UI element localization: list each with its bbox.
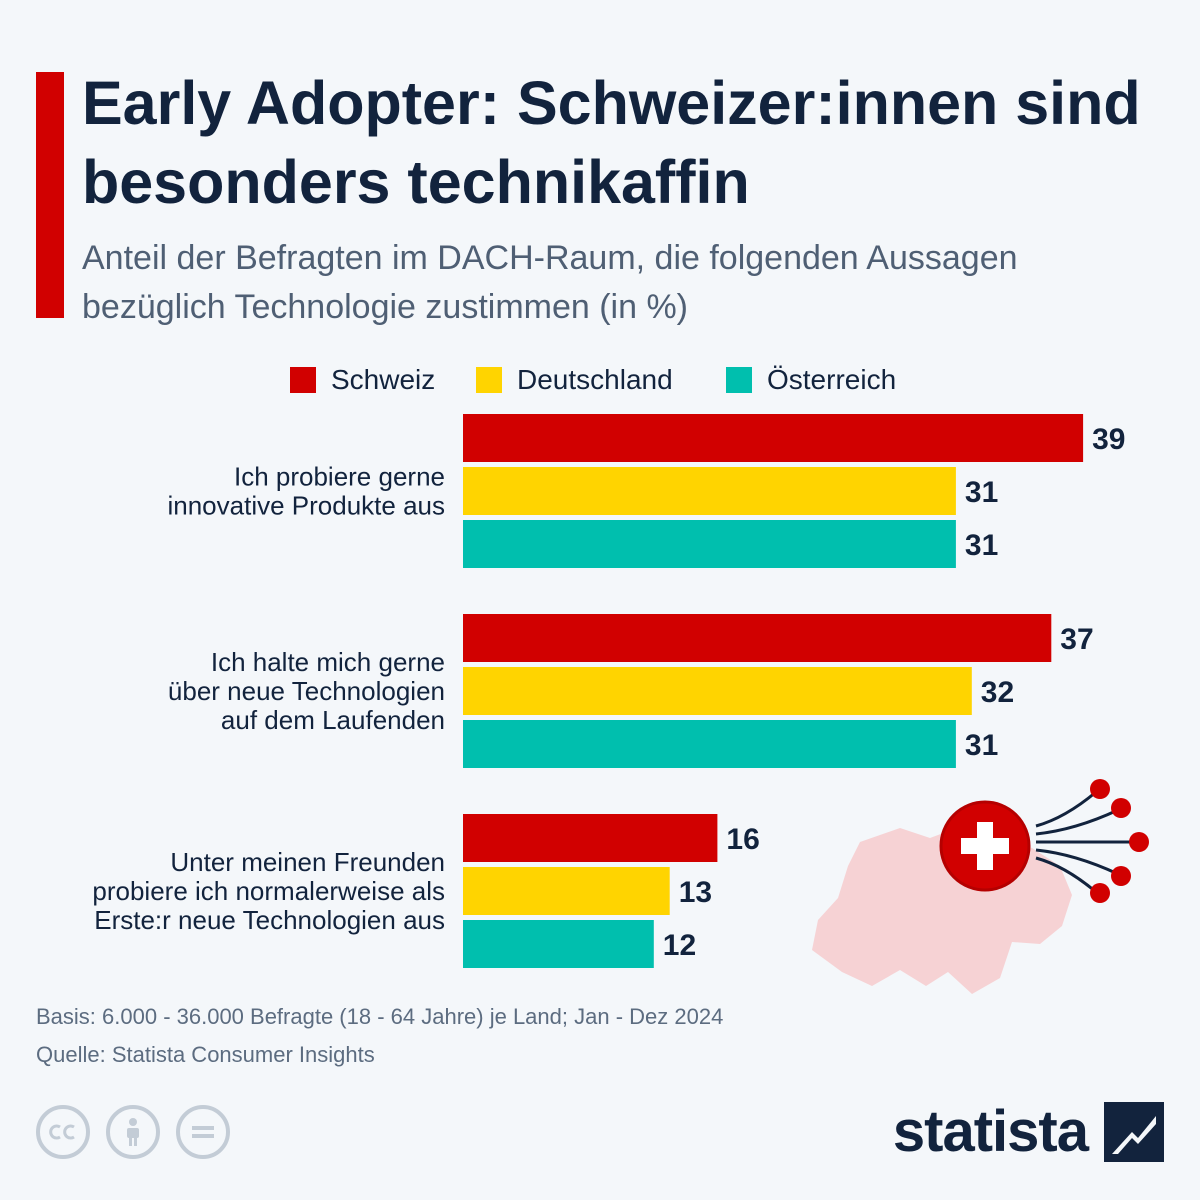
value-label-schweiz-3: 16	[726, 823, 759, 856]
legend-swatch-schweiz	[290, 367, 316, 393]
legend-swatch-deutschland	[476, 367, 502, 393]
footer-basis: Basis: 6.000 - 36.000 Befragte (18 - 64 …	[36, 1004, 724, 1029]
value-label-deutschland-1: 31	[965, 476, 998, 509]
bar-deutschland-2	[463, 667, 972, 715]
statista-logo-icon	[1104, 1101, 1164, 1162]
category-label-3-line-3: Erste:r neue Technologien aus	[94, 905, 445, 935]
footer-source: Quelle: Statista Consumer Insights	[36, 1042, 375, 1067]
legend-swatch-oesterreich	[726, 367, 752, 393]
value-label-oesterreich-3: 12	[663, 929, 696, 962]
title-accent-bar	[36, 72, 64, 318]
value-label-oesterreich-1: 31	[965, 529, 998, 562]
bar-schweiz-2	[463, 614, 1052, 662]
swiss-map-icon	[812, 779, 1149, 994]
bar-oesterreich-2	[463, 720, 956, 768]
value-label-deutschland-2: 32	[981, 676, 1014, 709]
chart-subtitle: Anteil der Befragten im DACH-Raum, die f…	[82, 239, 1018, 326]
bar-schweiz-3	[463, 814, 718, 862]
bar-oesterreich-1	[463, 520, 956, 568]
equals-icon[interactable]	[176, 1105, 230, 1159]
category-label-1-line-2: innovative Produkte aus	[167, 491, 445, 521]
license-icons	[36, 1105, 230, 1159]
legend-label-schweiz: Schweiz	[331, 364, 436, 395]
category-label-2-line-1: Ich halte mich gerne	[211, 647, 445, 677]
value-label-schweiz-1: 39	[1092, 423, 1125, 456]
bar-deutschland-1	[463, 467, 956, 515]
legend-item-deutschland: Deutschland	[476, 362, 673, 398]
legend-label-deutschland: Deutschland	[517, 364, 673, 395]
person-icon[interactable]	[106, 1105, 160, 1159]
legend-item-schweiz: Schweiz	[290, 362, 435, 398]
bar-schweiz-1	[463, 414, 1084, 462]
legend-label-oesterreich: Österreich	[767, 364, 897, 395]
category-label-2-line-3: auf dem Laufenden	[221, 705, 445, 735]
category-label-3-line-2: probiere ich normalerweise als	[92, 876, 445, 906]
cc-icon[interactable]	[36, 1105, 90, 1159]
bar-deutschland-3	[463, 867, 670, 915]
legend: Schweiz Deutschland Österreich	[0, 362, 1200, 398]
legend-item-oesterreich: Österreich	[726, 362, 896, 398]
value-label-deutschland-3: 13	[679, 876, 712, 909]
category-label-3-line-1: Unter meinen Freunden	[170, 847, 445, 877]
bar-oesterreich-3	[463, 920, 654, 968]
value-label-oesterreich-2: 31	[965, 729, 998, 762]
brand-name: statista	[892, 1099, 1089, 1164]
chart-title: Early Adopter: Schweizer:innen sind beso…	[82, 69, 1141, 216]
category-label-2-line-2: über neue Technologien	[168, 676, 445, 706]
statista-brand[interactable]: statista	[893, 1098, 1164, 1165]
value-label-schweiz-2: 37	[1060, 623, 1093, 656]
category-label-1-line-1: Ich probiere gerne	[234, 462, 445, 492]
